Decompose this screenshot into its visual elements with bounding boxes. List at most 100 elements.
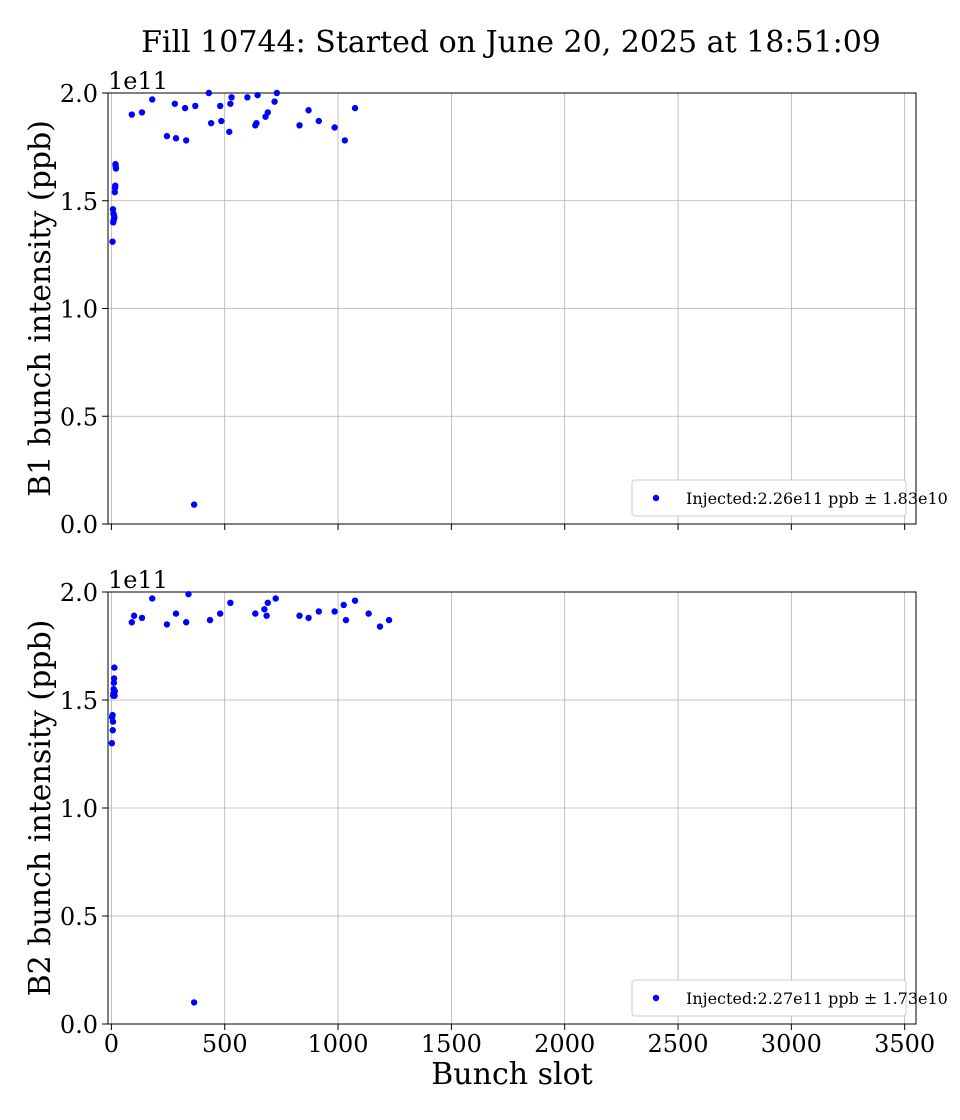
y-offset-label: 1e11 [108,67,168,95]
x-tick-label: 3500 [874,1030,935,1058]
y-tick-label: 0.0 [60,1011,98,1039]
legend-box [631,479,907,517]
legend-label: Injected:2.26e11 ppb ± 1.83e10 [686,489,948,508]
x-tick-label: 3000 [761,1030,822,1058]
y-tick-label: 0.0 [60,511,98,539]
data-point [112,182,119,189]
data-point [163,621,171,628]
x-axis-label: Bunch slot [431,1057,592,1092]
y-axis-label: B1 bunch intensity (ppb) [23,120,58,497]
data-point [254,91,261,99]
panel-b2: 0 500 1000 1500 2000 2500 3000 3500 0.0 0.5 1.0 1.5… [23,566,948,1092]
data-point [109,711,116,719]
data-point [228,94,235,101]
data-point [109,238,116,245]
data-point [264,599,271,606]
data-point [206,616,214,624]
x-tick-label: 0 [104,1030,119,1058]
data-point [192,102,199,110]
legend-label: Injected:2.27e11 ppb ± 1.73e10 [686,989,948,1008]
data-point [138,109,146,116]
data-point [207,119,215,127]
data-point [351,597,359,604]
data-point [163,132,171,140]
y-axis-label: B2 bunch intensity (ppb) [23,620,58,997]
data-point [112,165,120,172]
data-point [252,610,259,617]
data-point [216,610,224,617]
data-point [190,501,198,508]
data-point [376,623,384,630]
data-point [272,595,279,602]
y-tick-label: 1.5 [60,188,98,216]
x-tick-label: 500 [202,1030,248,1058]
x-tick-label: 1000 [308,1030,369,1058]
data-point [263,612,270,619]
data-point [185,590,192,598]
data-point [351,104,359,112]
legend-marker [652,494,660,502]
data-point [365,610,372,617]
data-point [130,612,138,619]
data-point [216,102,224,110]
data-point [190,999,198,1006]
data-point [205,89,213,97]
data-point [171,100,179,107]
x-tick-label: 2500 [647,1030,708,1058]
y-tick-label: 0.5 [60,903,98,931]
data-point [110,675,118,682]
data-point [273,89,281,97]
data-point [315,608,322,615]
legend-marker [652,994,660,1002]
y-tick-label: 1.0 [60,795,98,823]
data-point [296,612,303,619]
data-point [385,616,393,624]
data-point [253,119,260,127]
legend: Injected:2.26e11 ppb ± 1.83e10 [631,479,948,517]
data-point [182,137,190,144]
data-point [181,104,189,112]
data-point [305,614,312,622]
data-point [227,100,234,107]
data-point [111,664,118,671]
data-point [305,107,312,114]
figure-title: Fill 10744: Started on June 20, 2025 at … [141,25,881,60]
data-point [148,595,156,602]
data-point [331,608,338,615]
data-point [218,117,225,125]
legend: Injected:2.27e11 ppb ± 1.73e10 [631,979,948,1017]
x-tick-label: 2000 [534,1030,595,1058]
data-point [315,117,322,125]
plot-frame [107,92,917,525]
data-point [109,727,116,734]
y-tick-label: 1.0 [60,296,98,324]
data-point [261,606,268,613]
legend-box [631,979,907,1017]
data-point [271,98,278,105]
data-point [244,94,251,101]
data-point [342,616,350,624]
data-point [108,740,116,747]
data-point [111,214,118,222]
y-tick-label: 0.5 [60,403,98,431]
data-point [227,599,234,606]
data-point [128,619,135,626]
data-point [172,135,180,142]
data-point [331,124,338,131]
data-point [111,688,118,695]
y-tick-label: 2.0 [60,80,98,108]
data-point [296,122,303,129]
data-point [226,128,233,135]
data-point [182,619,190,626]
data-point [109,718,117,725]
data-point [264,109,271,116]
data-point [340,601,347,609]
y-tick-label: 2.0 [60,579,98,607]
data-point [172,610,180,617]
y-tick-label: 1.5 [60,687,98,715]
data-point [138,614,146,622]
panel-b1: 0.0 0.5 1.0 1.5 2.0 1e11 B1 bunch intensity (p… [23,67,948,539]
data-point [128,111,135,118]
data-point [148,96,156,103]
